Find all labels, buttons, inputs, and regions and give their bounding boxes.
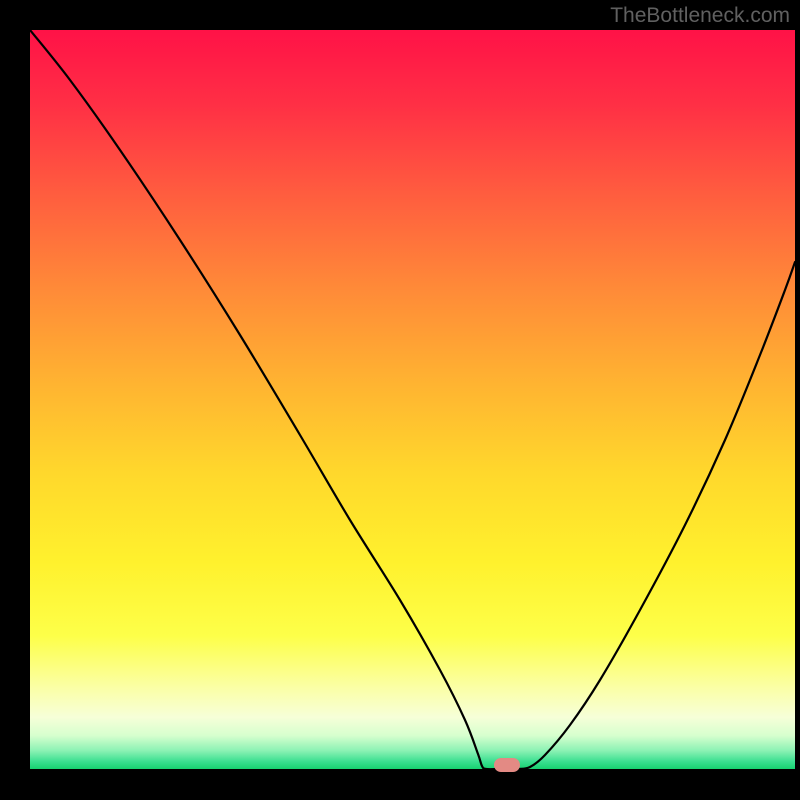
curve-svg <box>30 30 795 769</box>
optimal-marker <box>494 758 520 772</box>
plot-area <box>30 30 795 769</box>
bottleneck-curve <box>30 30 795 769</box>
watermark-text: TheBottleneck.com <box>610 4 790 28</box>
